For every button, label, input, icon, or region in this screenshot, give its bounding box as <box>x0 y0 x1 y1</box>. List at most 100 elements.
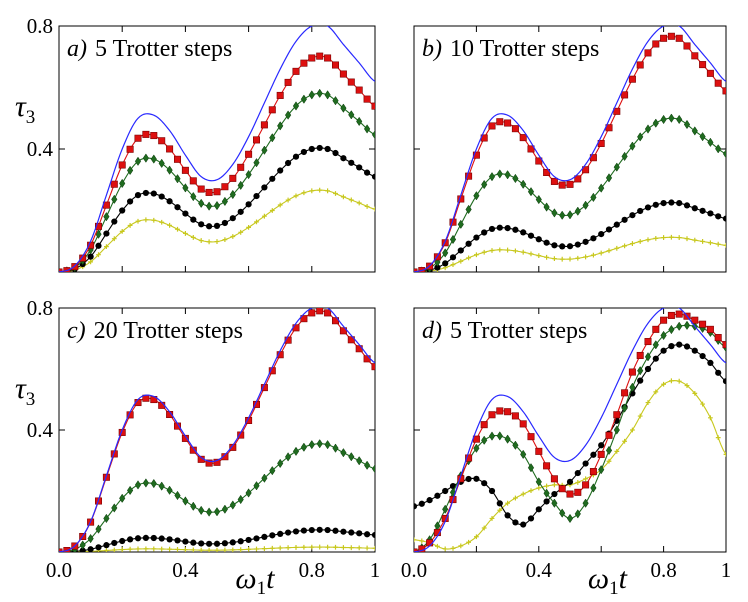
data-point-yellow <box>175 226 180 232</box>
data-point-yellow <box>230 547 236 552</box>
panel-title-text: 5 Trotter steps <box>95 36 232 62</box>
data-point-black <box>119 537 126 545</box>
data-point-black <box>629 212 636 219</box>
data-point-black <box>87 253 94 260</box>
data-point-green <box>699 131 706 142</box>
data-point-green <box>229 500 236 510</box>
data-point-yellow <box>206 547 212 552</box>
data-point-green <box>551 498 558 508</box>
data-point-black <box>150 190 157 197</box>
data-point-green <box>221 196 229 207</box>
panel-label: d) <box>422 318 442 344</box>
data-point-yellow <box>575 480 581 485</box>
data-point-yellow <box>167 222 172 228</box>
data-point-red <box>714 79 722 87</box>
data-point-green <box>158 481 165 491</box>
data-point-red <box>292 67 300 75</box>
data-point-green <box>629 141 636 151</box>
data-point-green <box>174 490 181 501</box>
x-tick-label: 0.4 <box>172 558 199 582</box>
data-point-green <box>150 478 157 489</box>
data-point-yellow <box>520 491 526 497</box>
data-point-red <box>245 150 253 158</box>
panel-label: c) <box>67 318 86 344</box>
data-point-yellow <box>356 545 362 551</box>
data-point-yellow <box>183 547 188 552</box>
data-point-yellow <box>214 547 220 552</box>
data-point-red <box>300 315 308 323</box>
data-point-black <box>190 539 197 546</box>
data-point-red <box>699 61 707 69</box>
data-point-yellow <box>474 252 479 258</box>
data-point-yellow <box>723 452 726 457</box>
data-point-green <box>142 153 150 163</box>
x-axis-label-omega: ω <box>235 562 256 595</box>
data-point-green <box>324 90 331 100</box>
data-point-green <box>150 154 157 164</box>
data-point-black <box>182 538 189 545</box>
data-point-green <box>644 352 652 362</box>
x-tick-label: 0.4 <box>526 558 553 582</box>
x-axis-label: ω1t <box>588 562 628 599</box>
data-point-black <box>699 207 706 214</box>
data-point-green <box>543 488 550 498</box>
data-point-red <box>511 412 519 420</box>
curves-group <box>414 26 726 272</box>
data-point-red <box>652 40 660 48</box>
data-point-yellow <box>214 239 220 244</box>
data-point-green <box>103 513 110 524</box>
panel-title: a) 5 Trotter steps <box>67 36 232 62</box>
data-point-black <box>551 242 558 249</box>
data-point-black <box>364 169 371 176</box>
data-point-black <box>134 192 142 199</box>
data-point-red <box>628 75 636 83</box>
data-point-black <box>481 229 488 236</box>
data-point-yellow <box>466 539 471 545</box>
data-point-green <box>79 540 86 550</box>
data-point-red <box>205 459 213 467</box>
data-point-green <box>261 145 268 155</box>
data-point-red <box>268 106 276 114</box>
data-point-black <box>418 500 425 507</box>
data-point-yellow <box>474 534 479 540</box>
data-point-black <box>457 247 464 254</box>
data-point-yellow <box>450 262 456 268</box>
data-point-green <box>261 473 268 483</box>
data-point-yellow <box>489 516 495 521</box>
data-point-red <box>667 311 675 319</box>
data-point-black <box>364 531 371 538</box>
data-point-black <box>348 159 355 166</box>
data-point-green <box>126 165 134 176</box>
data-point-black <box>269 175 276 182</box>
data-point-red <box>363 95 371 103</box>
data-point-yellow <box>348 545 354 551</box>
data-point-black <box>300 148 307 156</box>
data-point-red <box>660 316 668 324</box>
data-point-red <box>706 69 714 77</box>
data-point-red <box>574 175 582 183</box>
data-point-yellow <box>637 413 643 419</box>
data-point-black <box>566 243 574 250</box>
data-point-yellow <box>458 258 464 264</box>
data-point-yellow <box>151 217 157 223</box>
data-point-yellow <box>104 548 109 552</box>
data-point-green <box>308 90 315 100</box>
data-point-black <box>504 224 511 232</box>
data-point-yellow <box>246 546 251 552</box>
data-point-black <box>637 377 644 384</box>
data-point-green <box>512 440 519 450</box>
data-point-red <box>253 136 261 144</box>
data-point-yellow <box>583 476 588 482</box>
data-point-red <box>134 134 142 142</box>
data-point-yellow <box>254 546 259 552</box>
data-point-yellow <box>606 458 612 464</box>
data-point-yellow <box>246 224 251 230</box>
y-tick-label: 0.4 <box>27 418 54 442</box>
data-point-black <box>598 442 605 449</box>
data-point-green <box>300 94 308 104</box>
data-point-yellow <box>442 546 448 552</box>
data-point-yellow <box>622 438 627 444</box>
data-point-black <box>316 144 323 152</box>
data-point-black <box>699 352 706 360</box>
